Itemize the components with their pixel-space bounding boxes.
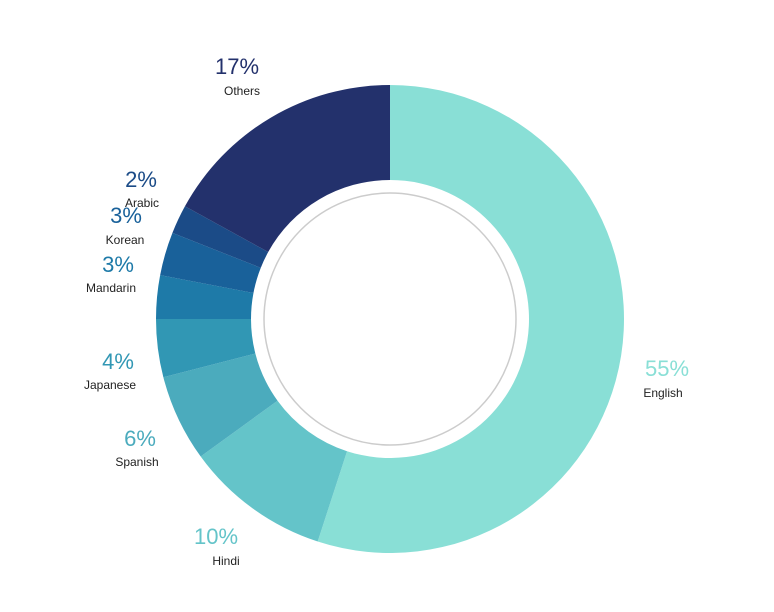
category-label-english: English: [643, 386, 682, 400]
slice-others[interactable]: [184, 85, 390, 253]
category-label-spanish: Spanish: [115, 455, 158, 469]
value-label-arabic: 2%: [125, 167, 157, 192]
slice-korean[interactable]: [160, 232, 261, 293]
slice-english[interactable]: [317, 85, 624, 553]
center-ring: [263, 192, 517, 446]
slice-spanish[interactable]: [163, 353, 278, 457]
slice-mandarin[interactable]: [156, 275, 254, 319]
category-label-korean: Korean: [106, 233, 145, 247]
labels-layer: 55% English 10% Hindi 6% Spanish 4% Japanese 3% M…: [84, 54, 689, 568]
value-label-mandarin: 3%: [102, 252, 134, 277]
value-label-hindi: 10%: [194, 524, 238, 549]
value-label-korean: 3%: [110, 203, 142, 228]
slice-hindi[interactable]: [200, 400, 348, 542]
value-label-japanese: 4%: [102, 349, 134, 374]
slice-arabic[interactable]: [172, 206, 269, 268]
value-label-spanish: 6%: [124, 426, 156, 451]
category-label-arabic: Arabic: [125, 196, 159, 210]
slice-japanese[interactable]: [156, 319, 256, 378]
value-label-english: 55%: [645, 356, 689, 381]
category-label-japanese: Japanese: [84, 378, 136, 392]
value-label-others: 17%: [215, 54, 259, 79]
category-label-mandarin: Mandarin: [86, 281, 136, 295]
category-label-others: Others: [224, 84, 260, 98]
slices-layer: [156, 85, 624, 553]
category-label-hindi: Hindi: [212, 554, 239, 568]
